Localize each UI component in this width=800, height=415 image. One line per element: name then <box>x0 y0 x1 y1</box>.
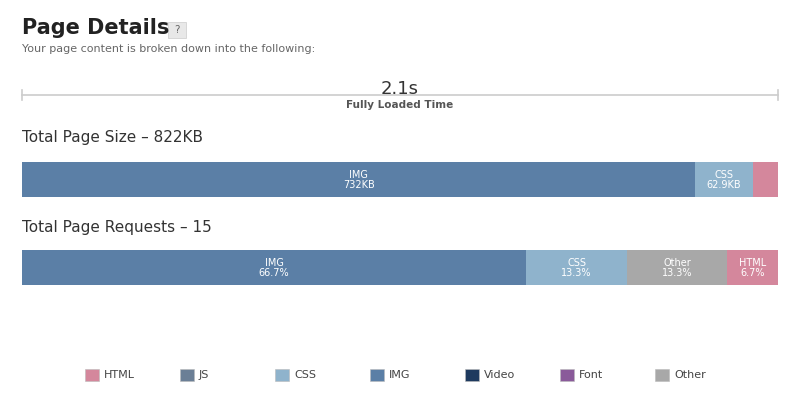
Bar <box>465 369 479 381</box>
Text: 62.9KB: 62.9KB <box>707 181 742 190</box>
Text: Font: Font <box>579 370 603 380</box>
Text: 13.3%: 13.3% <box>562 269 592 278</box>
Bar <box>695 162 753 197</box>
Text: IMG: IMG <box>349 169 368 180</box>
Bar <box>180 369 194 381</box>
Text: 13.3%: 13.3% <box>662 269 692 278</box>
Bar <box>370 369 384 381</box>
Text: CSS: CSS <box>567 257 586 268</box>
Bar <box>627 250 727 285</box>
Text: HTML: HTML <box>739 257 766 268</box>
Text: IMG: IMG <box>389 370 410 380</box>
Bar <box>85 369 99 381</box>
Text: Other: Other <box>663 257 691 268</box>
Text: IMG: IMG <box>265 257 283 268</box>
Text: ?: ? <box>174 25 180 35</box>
Text: HTML: HTML <box>104 370 135 380</box>
Text: Fully Loaded Time: Fully Loaded Time <box>346 100 454 110</box>
Bar <box>655 369 669 381</box>
Bar <box>275 369 289 381</box>
Text: 6.7%: 6.7% <box>741 269 765 278</box>
Text: Video: Video <box>484 370 515 380</box>
Bar <box>526 250 627 285</box>
Text: JS: JS <box>199 370 210 380</box>
Text: Page Details: Page Details <box>22 18 170 38</box>
Bar <box>727 250 778 285</box>
Text: Total Page Requests – 15: Total Page Requests – 15 <box>22 220 212 235</box>
Text: 2.1s: 2.1s <box>381 80 419 98</box>
Text: Total Page Size – 822KB: Total Page Size – 822KB <box>22 130 203 145</box>
Bar <box>168 22 186 38</box>
Text: CSS: CSS <box>294 370 316 380</box>
Bar <box>22 162 695 197</box>
Bar <box>753 162 778 197</box>
Text: CSS: CSS <box>714 169 734 180</box>
Text: Your page content is broken down into the following:: Your page content is broken down into th… <box>22 44 315 54</box>
Text: 66.7%: 66.7% <box>259 269 290 278</box>
Bar <box>560 369 574 381</box>
Text: 732KB: 732KB <box>342 181 374 190</box>
Text: Other: Other <box>674 370 706 380</box>
Bar <box>22 250 526 285</box>
